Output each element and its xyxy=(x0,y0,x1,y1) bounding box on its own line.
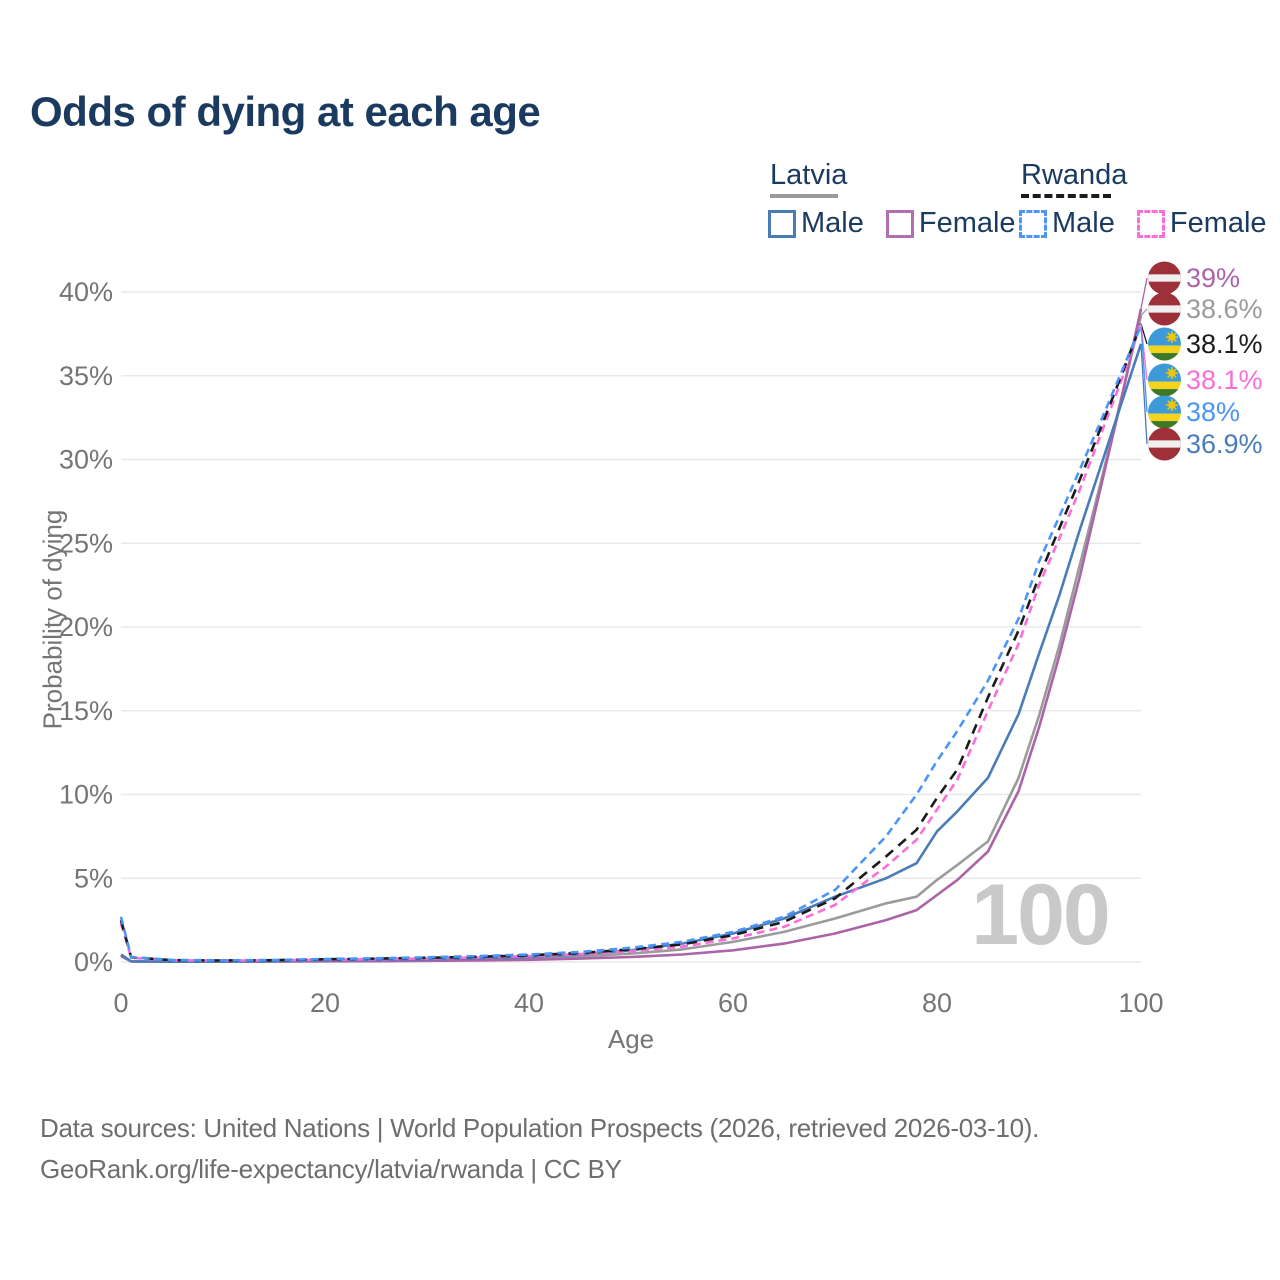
flag-rwanda-icon xyxy=(1148,395,1181,429)
y-tick-label: 20% xyxy=(59,612,113,642)
end-label-lv_m: 36.9% xyxy=(1186,429,1263,459)
end-label-lv_t: 38.6% xyxy=(1186,294,1263,324)
legend-rwanda-male-swatch[interactable] xyxy=(1019,209,1047,238)
y-tick-label: 25% xyxy=(59,528,113,558)
y-tick-label: 40% xyxy=(59,277,113,307)
x-tick-label: 100 xyxy=(1118,988,1163,1018)
page-title: Odds of dying at each age xyxy=(30,88,541,135)
end-label-leader-lv_t xyxy=(1140,308,1148,316)
footer: Data sources: United Nations | World Pop… xyxy=(40,1108,1039,1190)
y-tick-label: 30% xyxy=(59,445,113,475)
flag-latvia-icon xyxy=(1148,261,1181,295)
end-label-leader-lv_f xyxy=(1140,277,1148,309)
end-label-rw_m: 38% xyxy=(1186,397,1240,427)
legend-rwanda: Rwanda Male Female xyxy=(1019,159,1280,240)
flag-latvia-icon xyxy=(1148,292,1181,326)
legend-rwanda-line-sample xyxy=(1021,194,1111,198)
legend-rwanda-female-label[interactable]: Female xyxy=(1169,207,1267,239)
end-label-leader-lv_m xyxy=(1140,343,1148,445)
legend-latvia-title: Latvia xyxy=(770,159,848,191)
end-label-lv_f: 39% xyxy=(1186,263,1240,293)
legend-latvia-male-swatch[interactable] xyxy=(768,209,796,238)
series-line-lv_f[interactable] xyxy=(120,308,1143,964)
series-line-rw_m[interactable] xyxy=(119,324,1143,962)
series-line-lv_t[interactable] xyxy=(120,315,1143,964)
end-label-rw_f: 38.1% xyxy=(1186,365,1263,395)
x-tick-label: 60 xyxy=(718,988,748,1018)
y-tick-label: 5% xyxy=(74,863,113,893)
y-tick-label: 0% xyxy=(74,947,113,977)
flag-rwanda-icon xyxy=(1148,363,1181,397)
footer-attribution-link[interactable]: GeoRank.org/life-expectancy/latvia/rwand… xyxy=(40,1154,622,1184)
y-tick-label: 10% xyxy=(59,780,113,810)
x-tick-label: 0 xyxy=(113,988,128,1018)
flag-latvia-icon xyxy=(1148,427,1181,461)
y-tick-label: 15% xyxy=(59,696,113,726)
y-tick-label: 35% xyxy=(59,361,113,391)
x-tick-label: 80 xyxy=(922,988,952,1018)
legend-latvia-male-label[interactable]: Male xyxy=(801,207,864,239)
footer-data-sources: Data sources: United Nations | World Pop… xyxy=(40,1113,1040,1143)
x-axis-title: Age xyxy=(607,1024,655,1054)
flag-rwanda-icon xyxy=(1148,327,1181,361)
series-line-rw_t[interactable] xyxy=(119,323,1143,962)
legend-latvia-female-label[interactable]: Female xyxy=(918,207,1016,239)
legend-latvia-female-swatch[interactable] xyxy=(885,209,914,238)
hover-age-indicator: 100 xyxy=(971,867,1111,963)
end-label-leader-rw_m xyxy=(1140,325,1148,413)
y-axis-title: Probability of dying xyxy=(37,509,68,730)
legend-rwanda-title: Rwanda xyxy=(1021,159,1128,191)
end-label-rw_t: 38.1% xyxy=(1186,329,1263,359)
legend-rwanda-female-swatch[interactable] xyxy=(1136,209,1165,238)
x-tick-label: 20 xyxy=(310,988,340,1018)
legend-rwanda-male-label[interactable]: Male xyxy=(1052,207,1115,239)
legend-latvia-line-sample xyxy=(770,194,838,198)
legend-latvia: Latvia Male Female xyxy=(768,159,1038,240)
x-tick-label: 40 xyxy=(514,988,544,1018)
series-line-rw_f[interactable] xyxy=(119,323,1143,963)
